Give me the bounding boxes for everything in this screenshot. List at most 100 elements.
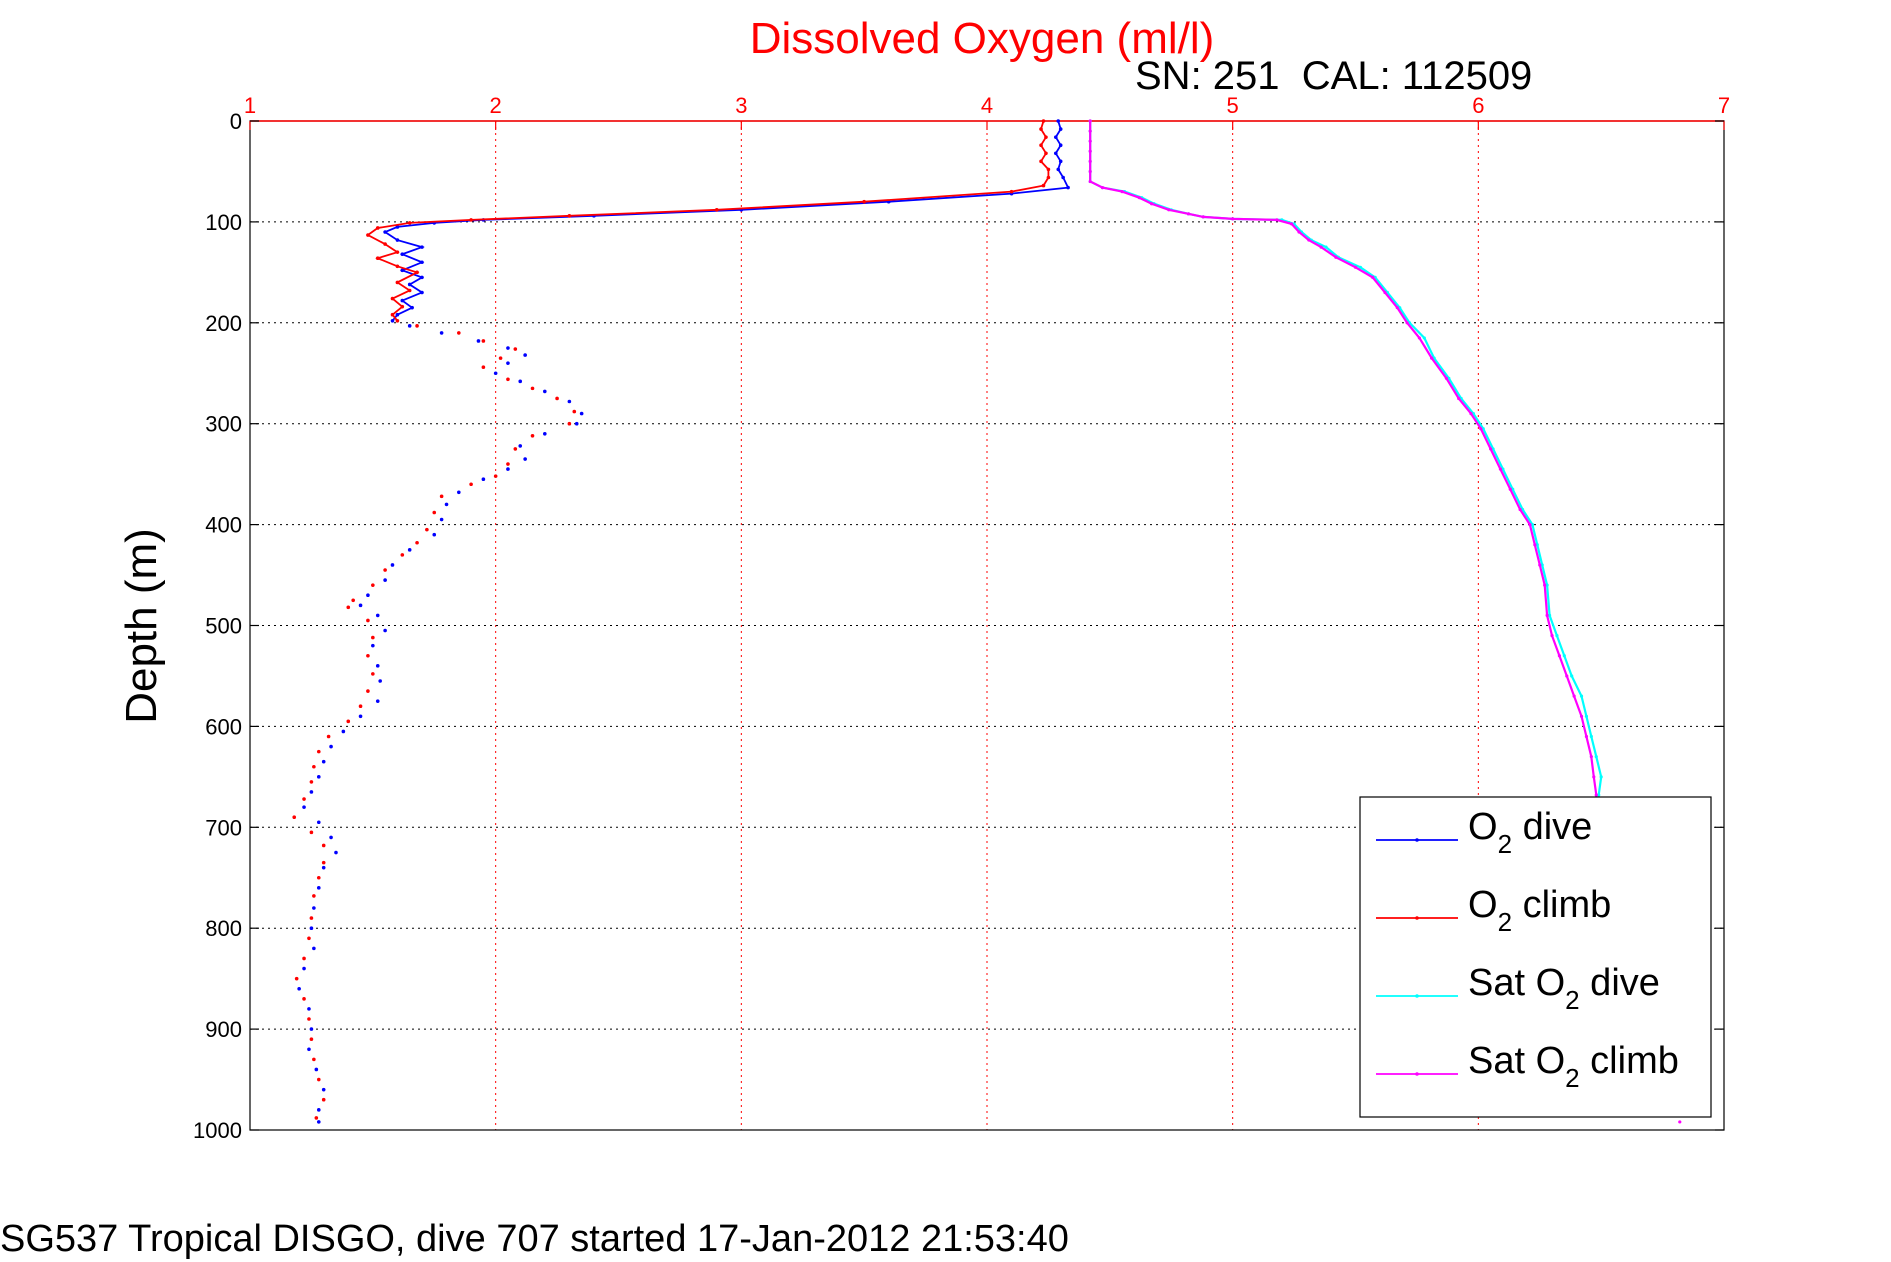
data-point — [1562, 654, 1566, 658]
data-point — [307, 936, 311, 941]
data-point — [326, 734, 331, 739]
data-point — [1528, 523, 1532, 527]
y-tick-label: 200 — [205, 311, 242, 336]
y-tick-label: 0 — [230, 109, 242, 134]
data-point — [395, 238, 400, 242]
data-point — [312, 946, 316, 951]
data-point — [375, 664, 380, 668]
data-point — [1599, 775, 1603, 779]
data-point — [358, 704, 363, 709]
data-point — [321, 759, 326, 764]
data-point — [1088, 179, 1092, 184]
data-point — [1088, 139, 1092, 143]
data-point — [420, 245, 424, 249]
data-point — [1334, 255, 1338, 259]
data-point — [1297, 230, 1301, 234]
data-point — [358, 714, 363, 719]
data-point — [1066, 185, 1070, 190]
data-point — [297, 986, 301, 991]
data-point — [329, 744, 333, 749]
data-point — [506, 361, 510, 365]
data-point — [1430, 356, 1434, 360]
data-point — [1511, 487, 1515, 491]
data-point — [574, 421, 579, 426]
data-point — [400, 553, 405, 557]
data-point — [309, 790, 314, 794]
legend-marker — [1415, 994, 1419, 998]
data-point — [457, 331, 461, 335]
data-point — [1545, 583, 1549, 587]
data-point — [1540, 563, 1544, 567]
x-tick-label: 5 — [1227, 93, 1239, 118]
y-tick-label: 300 — [205, 412, 242, 437]
legend-marker — [1415, 838, 1419, 842]
y-tick-label: 700 — [205, 815, 242, 840]
data-point — [395, 312, 400, 317]
data-point — [395, 264, 400, 269]
data-point — [1538, 563, 1542, 567]
data-point — [400, 268, 405, 273]
data-point — [1545, 613, 1549, 618]
data-point — [375, 613, 380, 618]
data-point — [1565, 674, 1569, 678]
data-point — [1422, 336, 1426, 340]
data-point — [351, 598, 355, 603]
data-point — [530, 434, 535, 438]
data-point — [513, 347, 518, 351]
data-point — [1046, 167, 1051, 172]
data-point — [334, 850, 338, 855]
data-point — [444, 502, 449, 507]
data-point — [1324, 245, 1328, 249]
data-point — [307, 1017, 311, 1021]
data-point — [415, 324, 419, 328]
data-point — [294, 976, 299, 981]
data-point — [407, 288, 412, 293]
data-point — [432, 532, 437, 537]
data-point — [321, 1087, 326, 1092]
data-point — [1088, 129, 1092, 133]
data-point — [371, 583, 375, 587]
data-point — [383, 578, 387, 582]
data-point — [1555, 633, 1559, 638]
data-point — [316, 1077, 321, 1082]
data-point — [1053, 135, 1058, 139]
y-tick-label: 100 — [205, 210, 242, 235]
data-point — [371, 643, 375, 648]
data-point — [1371, 275, 1375, 279]
series-3 — [1088, 119, 1682, 1124]
data-point — [1137, 196, 1141, 200]
data-point — [1058, 143, 1063, 148]
data-point — [493, 474, 498, 478]
data-point — [371, 635, 375, 640]
x-tick-label: 2 — [490, 93, 502, 118]
data-point — [400, 304, 405, 309]
data-point — [390, 296, 395, 301]
data-point — [407, 221, 412, 225]
data-point — [506, 467, 510, 471]
data-point — [307, 1007, 311, 1011]
data-point — [1501, 467, 1505, 471]
data-point — [341, 729, 346, 734]
data-point — [513, 447, 518, 451]
series-line — [366, 120, 1050, 322]
data-point — [395, 280, 400, 285]
data-point — [292, 815, 297, 820]
data-point — [1489, 447, 1493, 451]
legend-label: O2 dive — [1468, 806, 1592, 859]
data-point — [567, 399, 572, 404]
data-point — [375, 256, 380, 261]
data-point — [1557, 654, 1562, 658]
data-point — [375, 699, 380, 703]
legend-label: Sat O2 dive — [1468, 962, 1660, 1015]
data-point — [1056, 119, 1061, 123]
data-point — [366, 233, 370, 237]
data-point — [1530, 523, 1534, 527]
data-point — [1088, 169, 1092, 174]
data-point — [1405, 321, 1409, 325]
data-point — [1570, 674, 1574, 678]
data-point — [481, 365, 486, 369]
data-point — [862, 199, 866, 204]
data-point — [395, 225, 400, 229]
data-point — [307, 1047, 311, 1052]
data-point — [1044, 135, 1048, 139]
